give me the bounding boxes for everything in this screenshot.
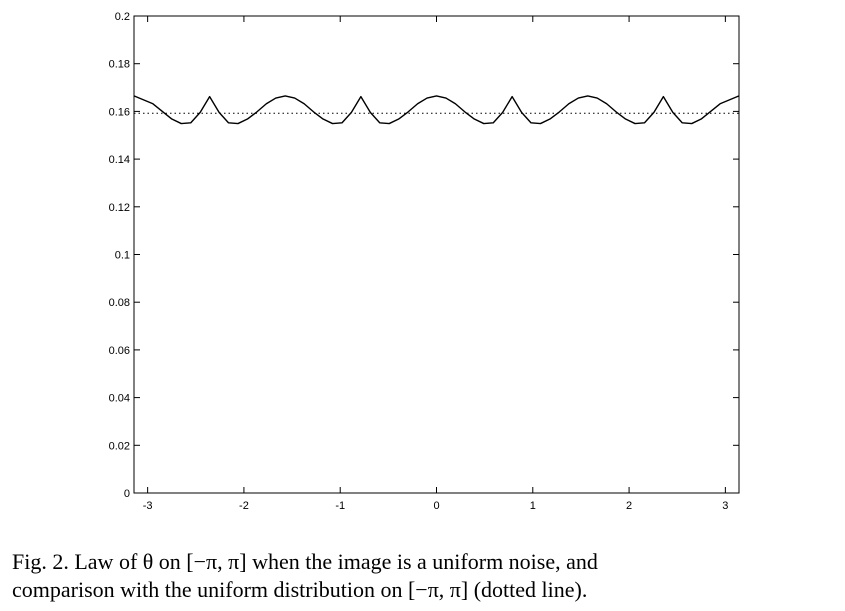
y-tick-label: 0.06 (109, 345, 130, 357)
x-tick-label: -1 (335, 500, 345, 512)
x-tick-label: 1 (530, 500, 536, 512)
x-tick-label: -3 (143, 500, 153, 512)
plot-border (133, 15, 740, 494)
y-tick-label: 0.1 (115, 250, 130, 262)
axes: 0 0.02 0.04 0.06 0.08 0.1 0.12 0.14 0.16 0.18 0.2 -… (109, 11, 739, 512)
chart: 0 0.02 0.04 0.06 0.08 0.1 0.12 0.14 0.16 0.18 0.2 -… (109, 11, 740, 512)
y-tick-label: 0.04 (109, 393, 130, 405)
plot-frame (133, 15, 740, 494)
x-tick-label: -2 (239, 500, 249, 512)
caption-line-1: Fig. 2. Law of θ on [−π, π] when the ima… (12, 549, 598, 574)
x-tick-label: 0 (433, 500, 439, 512)
y-tick-label: 0 (124, 488, 130, 500)
figure-caption: Fig. 2. Law of θ on [−π, π] when the ima… (12, 548, 832, 604)
caption-line-2: comparison with the uniform distribution… (12, 577, 588, 602)
y-tick-label: 0.12 (109, 202, 130, 214)
y-tick-label: 0.2 (115, 11, 130, 23)
y-tick-label: 0.14 (109, 154, 130, 166)
x-tick-label: 3 (722, 500, 728, 512)
density-curve (133, 95, 740, 125)
y-tick-label: 0.16 (109, 106, 130, 118)
y-tick-label: 0.18 (109, 59, 130, 71)
x-tick-label: 2 (626, 500, 632, 512)
y-tick-label: 0.02 (109, 440, 130, 452)
series-group (133, 95, 740, 125)
y-tick-label: 0.08 (109, 297, 130, 309)
